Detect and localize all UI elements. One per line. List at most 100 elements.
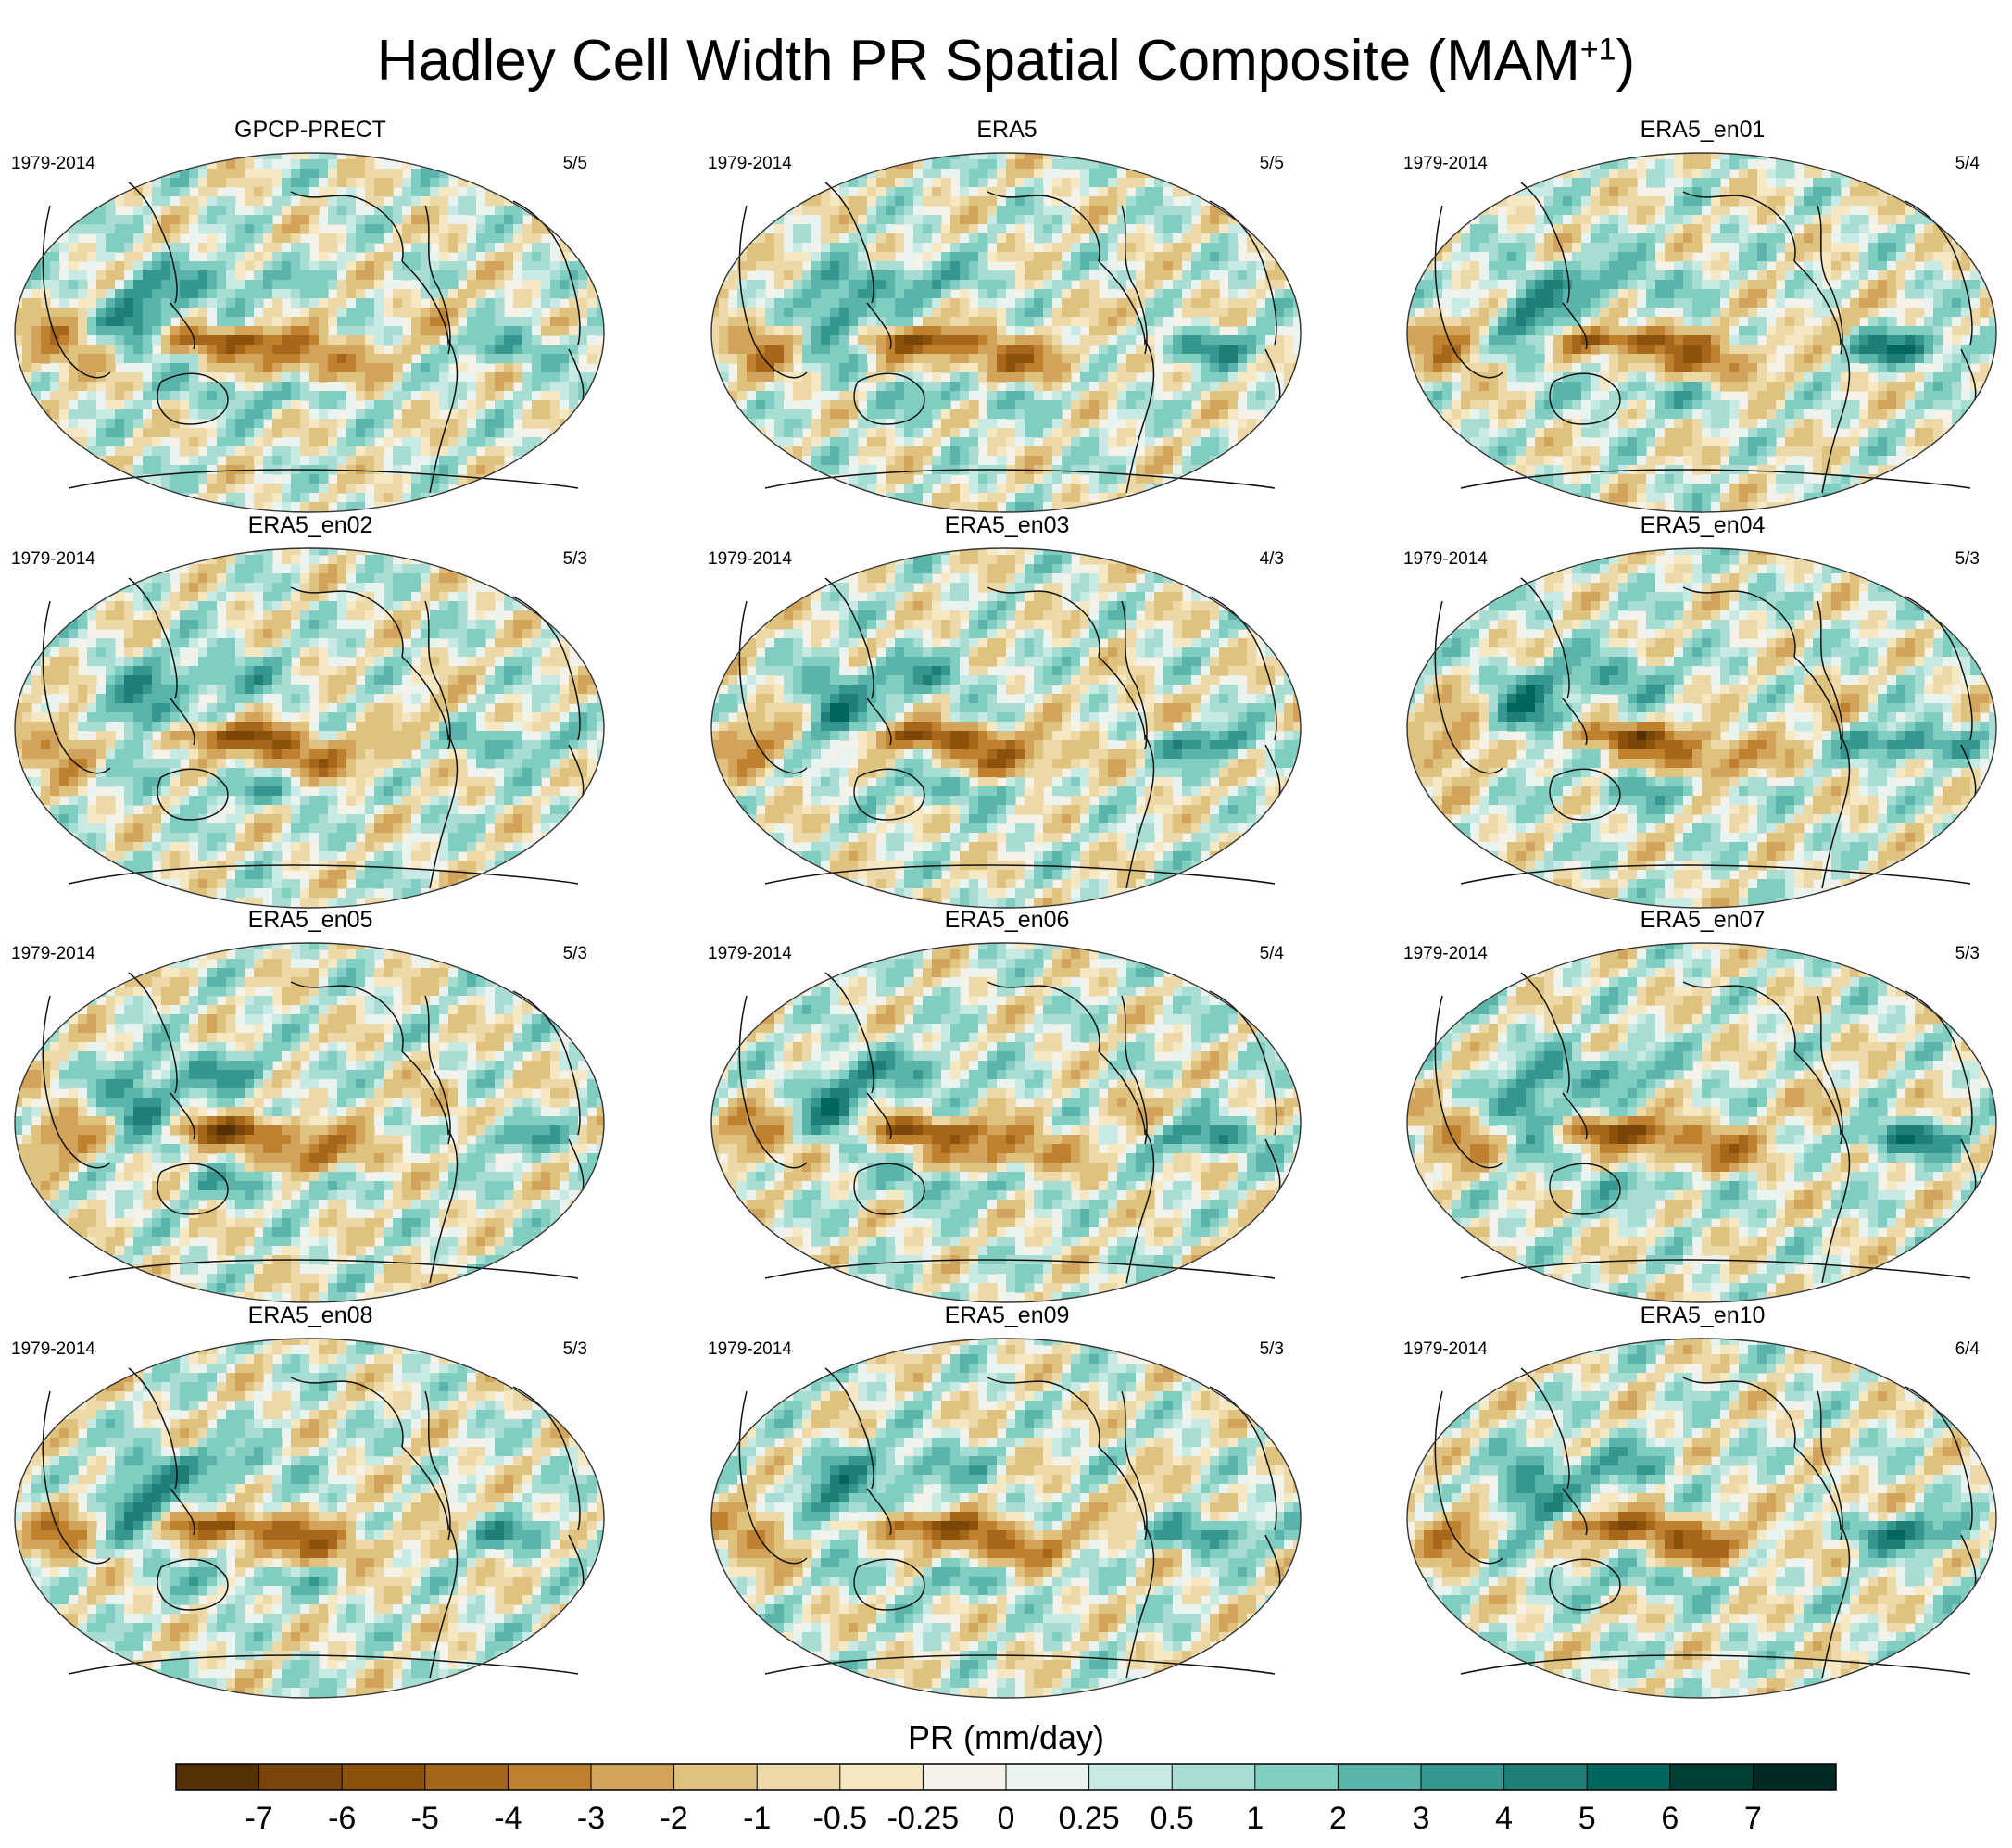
coastlines [1434, 1367, 1977, 1679]
colorbar-swatch [923, 1764, 1007, 1790]
colorbar-swatch [258, 1764, 343, 1790]
colorbar-swatch [1753, 1764, 1837, 1790]
world-map [14, 152, 605, 513]
colorbar-tick-label: 3 [1413, 1801, 1430, 1836]
panel-period: 1979-2014 [708, 154, 792, 174]
colorbar-tick-label: 2 [1329, 1801, 1347, 1836]
coastlines [42, 1367, 585, 1679]
world-map [1406, 942, 1997, 1303]
colorbar-label: PR (mm/day) [0, 1718, 2012, 1757]
coastlines [42, 972, 585, 1284]
colorbar: -7 -6 -5 -4 -3 -2 -1 -0.5 -0.25 0 0.25 0.5 1 2 3 4 5 6 7 [175, 1763, 1837, 1836]
colorbar-swatch [342, 1764, 426, 1790]
panel-count: 5/3 [563, 549, 587, 570]
map-panel: ERA5 1979-2014 5/5 [697, 117, 1317, 515]
colorbar-tick-label: -2 [660, 1801, 687, 1836]
panel-title: ERA5_en03 [697, 512, 1317, 539]
colorbar-swatch [424, 1764, 509, 1790]
world-map [1406, 1338, 1997, 1699]
map-panel: ERA5_en05 1979-2014 5/3 [0, 907, 621, 1305]
map-panel: ERA5_en07 1979-2014 5/3 [1392, 907, 2012, 1305]
panel-period: 1979-2014 [1403, 549, 1488, 570]
colorbar-tick-label: 4 [1495, 1801, 1513, 1836]
colorbar-tick-label: -0.5 [813, 1801, 868, 1836]
panel-title: ERA5_en02 [0, 512, 621, 539]
panel-count: 5/4 [1955, 154, 1980, 174]
panel-count: 4/3 [1260, 549, 1284, 570]
colorbar-swatch [508, 1764, 592, 1790]
colorbar-tick-label: 7 [1744, 1801, 1762, 1836]
coastlines [738, 182, 1281, 494]
world-map [710, 152, 1302, 513]
panel-title: ERA5_en08 [0, 1302, 621, 1329]
coastlines [42, 182, 585, 494]
world-map [710, 942, 1302, 1303]
colorbar-swatch [176, 1764, 260, 1790]
panel-title: ERA5_en10 [1392, 1302, 2012, 1329]
colorbar-swatch [1172, 1764, 1256, 1790]
colorbar-tick-label: 6 [1661, 1801, 1679, 1836]
colorbar-tick-label: -3 [577, 1801, 605, 1836]
precip-field [15, 153, 604, 512]
panel-title: ERA5_en09 [697, 1302, 1317, 1329]
figure-title: Hadley Cell Width PR Spatial Composite (… [0, 28, 2012, 94]
precip-field [1407, 153, 1996, 512]
panel-period: 1979-2014 [1403, 154, 1488, 174]
map-panel: ERA5_en03 1979-2014 4/3 [697, 512, 1317, 911]
colorbar-tick-label: 0.25 [1059, 1801, 1120, 1836]
colorbar-swatch [1338, 1764, 1422, 1790]
title-superscript: +1 [1580, 31, 1616, 67]
panel-title: ERA5_en01 [1392, 117, 2012, 144]
colorbar-swatch [1088, 1764, 1173, 1790]
panel-title: ERA5_en06 [697, 907, 1317, 934]
coastlines [1434, 577, 1977, 889]
coastlines [738, 972, 1281, 1284]
world-map [14, 942, 605, 1303]
panel-count: 5/5 [1260, 154, 1284, 174]
panel-title: ERA5_en05 [0, 907, 621, 934]
map-panel: ERA5_en04 1979-2014 5/3 [1392, 512, 2012, 911]
world-map [1406, 547, 1997, 909]
panel-period: 1979-2014 [11, 944, 95, 964]
colorbar-tick-label: -7 [245, 1801, 272, 1836]
colorbar-tick-label: -6 [328, 1801, 356, 1836]
coastlines [42, 577, 585, 889]
panel-count: 5/4 [1260, 944, 1284, 964]
coastlines [1434, 972, 1977, 1284]
panel-period: 1979-2014 [1403, 1339, 1488, 1360]
colorbar-tick-label: -0.25 [887, 1801, 960, 1836]
panel-count: 5/5 [563, 154, 587, 174]
panel-count: 5/3 [1955, 944, 1980, 964]
colorbar-tick-label: -4 [494, 1801, 522, 1836]
panel-period: 1979-2014 [11, 1339, 95, 1360]
panel-count: 5/3 [1260, 1339, 1284, 1360]
colorbar-swatch [757, 1764, 841, 1790]
panel-title: ERA5_en04 [1392, 512, 2012, 539]
map-panel: ERA5_en08 1979-2014 5/3 [0, 1302, 621, 1701]
colorbar-swatch [1006, 1764, 1090, 1790]
colorbar-swatch [673, 1764, 758, 1790]
colorbar-tick-label: 0.5 [1151, 1801, 1194, 1836]
colorbar-swatch [1254, 1764, 1339, 1790]
map-panel: ERA5_en06 1979-2014 5/4 [697, 907, 1317, 1305]
panel-period: 1979-2014 [708, 1339, 792, 1360]
world-map [710, 1338, 1302, 1699]
colorbar-border [175, 1763, 1837, 1791]
panel-count: 5/3 [563, 944, 587, 964]
colorbar-tick-label: 0 [998, 1801, 1015, 1836]
world-map [1406, 152, 1997, 513]
map-panel: GPCP-PRECT 1979-2014 5/5 [0, 117, 621, 515]
world-map [14, 547, 605, 909]
world-map [14, 1338, 605, 1699]
world-map [710, 547, 1302, 909]
map-panel: ERA5_en09 1979-2014 5/3 [697, 1302, 1317, 1701]
colorbar-swatch [591, 1764, 675, 1790]
panel-period: 1979-2014 [11, 154, 95, 174]
colorbar-swatch [839, 1764, 924, 1790]
map-panel: ERA5_en02 1979-2014 5/3 [0, 512, 621, 911]
panel-period: 1979-2014 [1403, 944, 1488, 964]
coastlines [738, 577, 1281, 889]
panel-title: ERA5 [697, 117, 1317, 144]
colorbar-swatch [1669, 1764, 1754, 1790]
coastlines [1434, 182, 1977, 494]
